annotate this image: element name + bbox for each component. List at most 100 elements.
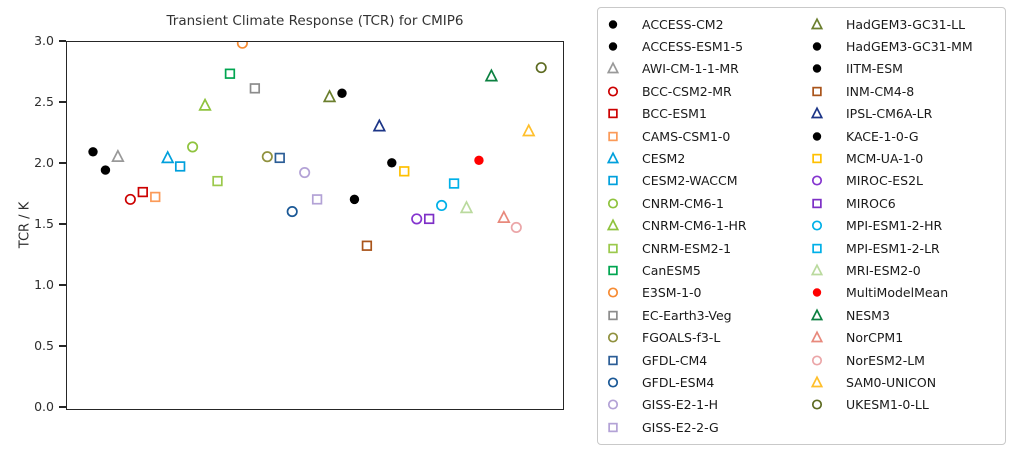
circle-marker-icon xyxy=(812,288,822,298)
legend-item-SAM0-UNICON: SAM0-UNICON xyxy=(806,371,1001,393)
legend-label: MRI-ESM2-0 xyxy=(846,262,921,278)
marker-BCC-ESM1 xyxy=(137,186,148,198)
triangle-marker-icon xyxy=(810,263,824,276)
legend-column-2: HadGEM3-GC31-LL HadGEM3-GC31-MM IITM-ESM IN… xyxy=(806,13,1001,416)
marker-FGOALS-f3-L xyxy=(261,151,273,163)
circle-marker-icon xyxy=(607,86,619,97)
marker-ACCESS-CM2 xyxy=(88,147,98,157)
legend-label: GFDL-ESM4 xyxy=(642,374,715,390)
legend-item-IITM-ESM: IITM-ESM xyxy=(806,58,1001,80)
legend-label: AWI-CM-1-1-MR xyxy=(642,61,739,77)
legend-label: E3SM-1-0 xyxy=(642,285,702,301)
legend-item-MIROC6: MIROC6 xyxy=(806,192,1001,214)
square-marker-icon xyxy=(608,243,618,253)
circle-marker-icon xyxy=(607,198,619,209)
triangle-marker-icon xyxy=(606,151,620,164)
marker-INM-CM4-8 xyxy=(361,240,373,251)
y-tick-label-2.0: 2.0 xyxy=(34,155,54,170)
legend-item-NorESM2-LM: NorESM2-LM xyxy=(806,349,1001,371)
y-tick-mark xyxy=(59,284,66,286)
circle-marker-icon xyxy=(607,399,619,410)
plot-area xyxy=(66,41,564,410)
marker-CNRM-ESM2-1 xyxy=(212,175,223,187)
marker-ACCESS-ESM1-5 xyxy=(100,165,111,175)
square-marker-icon xyxy=(812,153,822,164)
legend-item-KACE-1-0-G: KACE-1-0-G xyxy=(806,125,1001,147)
legend-label: CESM2-WACCM xyxy=(642,173,738,189)
legend-label: BCC-CSM2-MR xyxy=(642,83,732,99)
marker-GISS-E2-2-G xyxy=(311,194,323,205)
y-tick-label-0.0: 0.0 xyxy=(34,399,54,414)
circle-marker-icon xyxy=(811,220,823,231)
y-axis: 0.0 0.5 1.0 1.5 2.0 2.5 3.0 xyxy=(0,0,80,454)
legend-label: NESM3 xyxy=(846,307,890,323)
legend-label: MPI-ESM1-2-LR xyxy=(846,240,940,256)
legend-item-INM-CM4-8: INM-CM4-8 xyxy=(806,80,1001,102)
marker-NorESM2-LM xyxy=(510,221,522,233)
y-tick-mark xyxy=(59,345,66,347)
legend-item-MPI-ESM1-2-HR: MPI-ESM1-2-HR xyxy=(806,215,1001,237)
legend-item-UKESM1-0-LL: UKESM1-0-LL xyxy=(806,394,1001,416)
circle-marker-icon xyxy=(812,131,822,141)
legend-item-GISS-E2-2-G: GISS-E2-2-G xyxy=(602,416,806,438)
legend-label: ACCESS-ESM1-5 xyxy=(642,39,744,55)
marker-AWI-CM-1-1-MR xyxy=(111,148,125,162)
legend-item-CNRM-CM6-1-HR: CNRM-CM6-1-HR xyxy=(602,215,806,237)
y-tick-mark xyxy=(59,223,66,225)
y-tick-label-3.0: 3.0 xyxy=(34,33,54,48)
legend-label: MCM-UA-1-0 xyxy=(846,151,924,167)
legend-label: MPI-ESM1-2-HR xyxy=(846,218,943,234)
marker-MPI-ESM1-2-HR xyxy=(436,199,448,212)
legend-item-CanESM5: CanESM5 xyxy=(602,259,806,281)
circle-marker-icon xyxy=(608,19,618,29)
legend-item-MIROC-ES2L: MIROC-ES2L xyxy=(806,170,1001,192)
triangle-marker-icon xyxy=(810,375,824,388)
square-marker-icon xyxy=(812,86,822,97)
legend-item-NorCPM1: NorCPM1 xyxy=(806,326,1001,348)
marker-IITM-ESM xyxy=(349,194,360,205)
square-marker-icon xyxy=(608,355,618,365)
legend-item-GISS-E2-1-H: GISS-E2-1-H xyxy=(602,394,806,416)
legend-label: GFDL-CM4 xyxy=(642,352,708,368)
legend-label: HadGEM3-GC31-LL xyxy=(846,16,966,32)
square-marker-icon xyxy=(608,310,618,320)
square-marker-icon xyxy=(812,198,822,209)
triangle-marker-icon xyxy=(810,17,824,30)
legend-item-CESM2-WACCM: CESM2-WACCM xyxy=(602,170,806,192)
legend-item-GFDL-CM4: GFDL-CM4 xyxy=(602,349,806,371)
legend-item-ACCESS-CM2: ACCESS-CM2 xyxy=(602,13,806,35)
square-marker-icon xyxy=(608,131,618,141)
legend-item-GFDL-ESM4: GFDL-ESM4 xyxy=(602,371,806,393)
y-tick-mark xyxy=(59,162,66,164)
legend-label: ACCESS-CM2 xyxy=(642,16,724,32)
marker-MPI-ESM1-2-LR xyxy=(448,178,460,189)
legend-label: MIROC-ES2L xyxy=(846,173,923,189)
legend-item-MRI-ESM2-0: MRI-ESM2-0 xyxy=(806,259,1001,281)
legend-label: MIROC6 xyxy=(846,195,896,211)
legend-item-CNRM-CM6-1: CNRM-CM6-1 xyxy=(602,192,806,214)
legend-item-HadGEM3-GC31-LL: HadGEM3-GC31-LL xyxy=(806,13,1001,35)
legend-item-BCC-ESM1: BCC-ESM1 xyxy=(602,103,806,125)
triangle-marker-icon xyxy=(810,308,824,321)
marker-CESM2-WACCM xyxy=(174,161,186,172)
legend-item-BCC-CSM2-MR: BCC-CSM2-MR xyxy=(602,80,806,102)
legend-item-MultiModelMean: MultiModelMean xyxy=(806,282,1001,304)
square-marker-icon xyxy=(608,109,618,119)
circle-marker-icon xyxy=(812,42,822,51)
legend-label: UKESM1-0-LL xyxy=(846,397,929,413)
legend-label: GISS-E2-1-H xyxy=(642,397,718,413)
marker-CNRM-CM6-1 xyxy=(187,141,199,153)
marker-MCM-UA-1-0 xyxy=(399,166,410,177)
marker-HadGEM3-GC31-LL xyxy=(322,89,337,103)
legend-label: EC-Earth3-Veg xyxy=(642,307,732,323)
square-marker-icon xyxy=(608,176,618,186)
marker-NESM3 xyxy=(484,68,499,82)
legend-label: SAM0-UNICON xyxy=(846,374,937,390)
legend-label: MultiModelMean xyxy=(846,285,949,301)
marker-CanESM5 xyxy=(224,68,236,79)
legend-item-CAMS-CSM1-0: CAMS-CSM1-0 xyxy=(602,125,806,147)
legend-item-CESM2: CESM2 xyxy=(602,147,806,169)
legend-label: BCC-ESM1 xyxy=(642,106,707,122)
legend-label: INM-CM4-8 xyxy=(846,83,915,99)
